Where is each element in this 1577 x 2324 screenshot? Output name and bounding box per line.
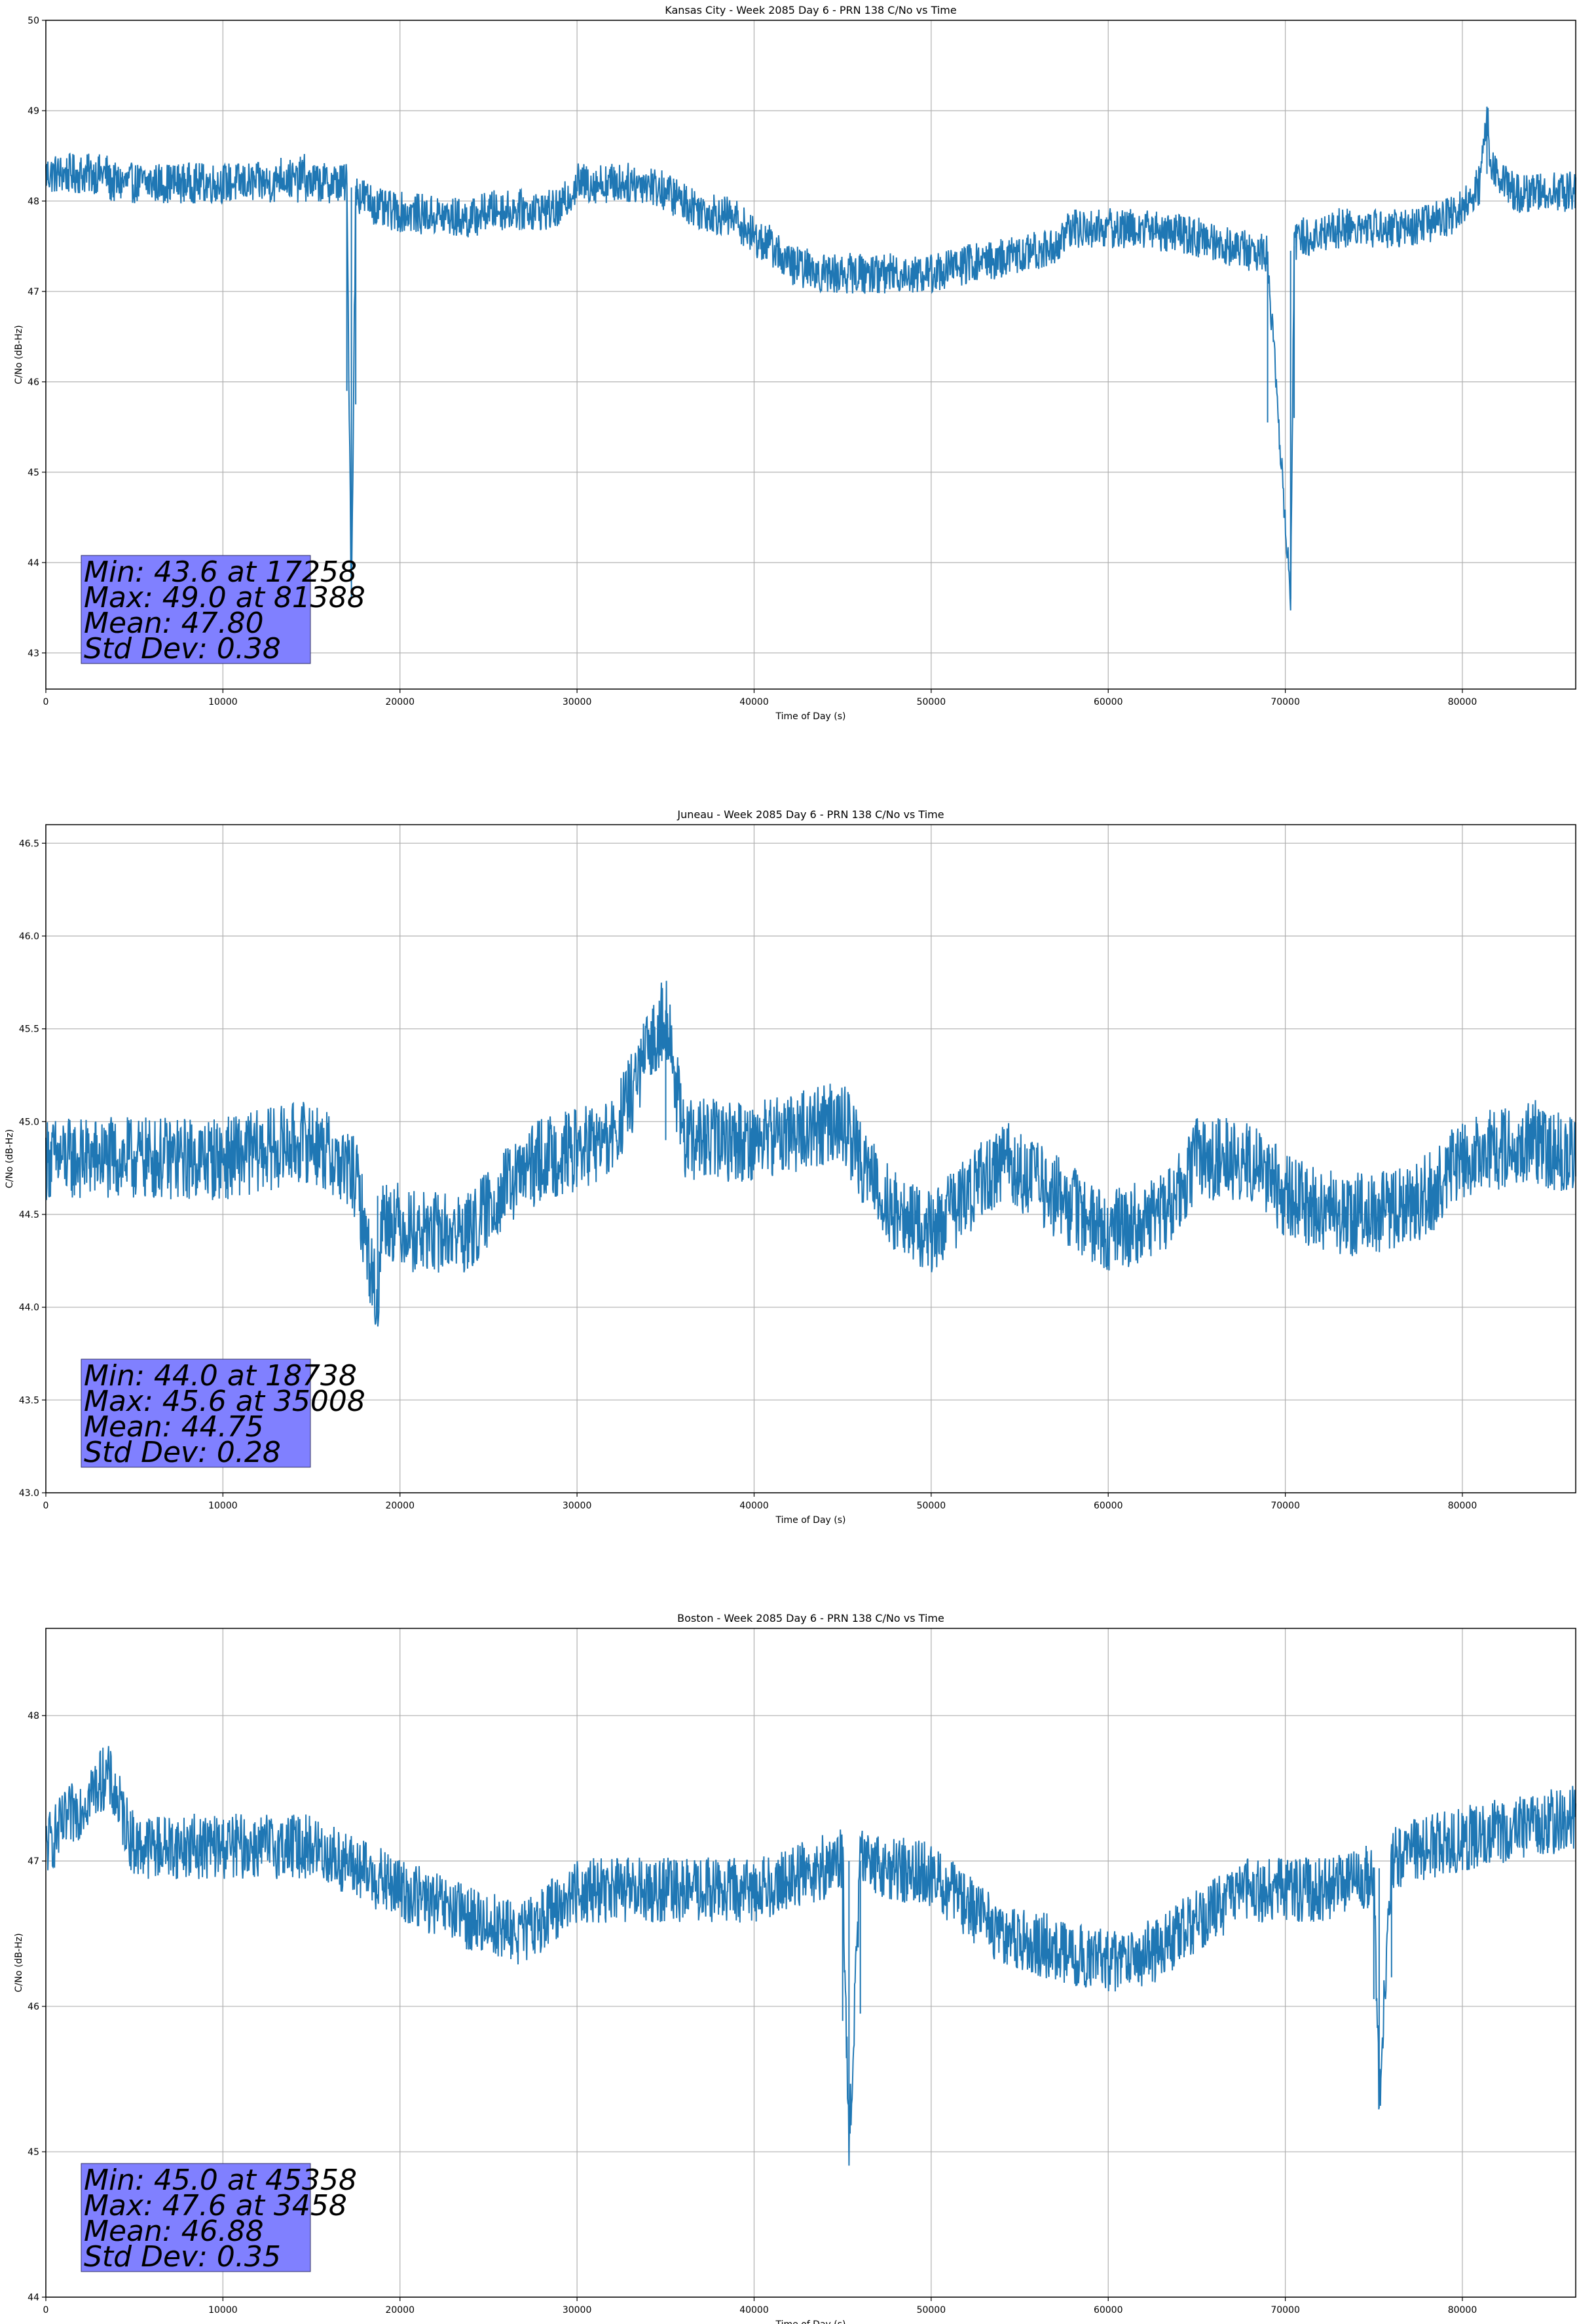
- x-axis-label: Time of Day (s): [775, 2319, 846, 2324]
- stats-box-background: [81, 2163, 311, 2272]
- x-axis-label: Time of Day (s): [775, 1515, 846, 1526]
- chart-panel-3: Boston - Week 2085 Day 6 - PRN 138 C/No …: [14, 1612, 1576, 2324]
- y-tick-label: 43: [28, 648, 39, 659]
- chart-panel-2: Juneau - Week 2085 Day 6 - PRN 138 C/No …: [5, 808, 1576, 1526]
- x-tick-label: 10000: [208, 1501, 238, 1511]
- x-tick-label: 0: [43, 1501, 49, 1511]
- y-tick-label: 45.0: [19, 1117, 39, 1127]
- x-tick-label: 50000: [917, 2305, 946, 2315]
- stats-line: Min: 45.0 at 45358: [84, 2164, 357, 2197]
- stats-box-background: [81, 1359, 311, 1468]
- chart-title: Kansas City - Week 2085 Day 6 - PRN 138 …: [665, 4, 956, 16]
- stats-line: Mean: 47.80: [84, 607, 264, 640]
- stats-line: Mean: 44.75: [84, 1410, 264, 1444]
- y-tick-label: 48: [28, 1711, 39, 1721]
- stats-line: Max: 49.0 at 81388: [84, 581, 365, 614]
- x-tick-label: 10000: [208, 697, 238, 707]
- x-axis-label: Time of Day (s): [775, 711, 846, 722]
- y-tick-label: 50: [28, 16, 39, 26]
- y-tick-label: 43.5: [19, 1395, 39, 1406]
- chart-title: Boston - Week 2085 Day 6 - PRN 138 C/No …: [677, 1612, 944, 1624]
- x-tick-label: 20000: [385, 2305, 415, 2315]
- x-tick-label: 80000: [1448, 1501, 1477, 1511]
- x-tick-label: 60000: [1094, 1501, 1123, 1511]
- stats-line: Std Dev: 0.38: [84, 632, 281, 665]
- y-tick-label: 46.5: [19, 838, 39, 849]
- series-line: [45, 106, 1576, 610]
- stats-line: Max: 45.6 at 35008: [84, 1385, 365, 1418]
- y-tick-label: 44.5: [19, 1210, 39, 1220]
- y-tick-label: 46: [28, 2002, 39, 2012]
- y-tick-label: 44: [28, 2293, 39, 2303]
- x-tick-label: 70000: [1271, 1501, 1300, 1511]
- stats-line: Min: 43.6 at 17258: [84, 555, 357, 589]
- y-axis-label: C/No (dB-Hz): [14, 325, 24, 384]
- stats-line: Max: 47.6 at 3458: [84, 2189, 347, 2222]
- x-tick-label: 40000: [739, 697, 769, 707]
- x-tick-label: 20000: [385, 1501, 415, 1511]
- x-tick-label: 80000: [1448, 2305, 1477, 2315]
- x-tick-label: 0: [43, 2305, 49, 2315]
- x-tick-label: 30000: [563, 1501, 592, 1511]
- y-tick-label: 45: [28, 2147, 39, 2158]
- y-tick-label: 43.0: [19, 1488, 39, 1499]
- x-tick-label: 50000: [917, 697, 946, 707]
- chart-panel-1: Kansas City - Week 2085 Day 6 - PRN 138 …: [14, 4, 1576, 722]
- y-tick-label: 48: [28, 197, 39, 207]
- series-line: [45, 981, 1576, 1327]
- y-tick-label: 44.0: [19, 1303, 39, 1313]
- y-tick-label: 46.0: [19, 931, 39, 942]
- y-tick-label: 45: [28, 468, 39, 478]
- y-axis-label: C/No (dB-Hz): [14, 1933, 24, 1992]
- x-tick-label: 40000: [739, 1501, 769, 1511]
- y-tick-label: 47: [28, 1856, 39, 1867]
- y-tick-label: 46: [28, 377, 39, 388]
- y-tick-label: 44: [28, 558, 39, 569]
- stats-line: Min: 44.0 at 18738: [84, 1359, 357, 1393]
- x-tick-label: 20000: [385, 697, 415, 707]
- y-tick-label: 47: [28, 287, 39, 297]
- x-tick-label: 50000: [917, 1501, 946, 1511]
- stats-line: Std Dev: 0.35: [84, 2240, 281, 2274]
- stats-box-background: [81, 555, 311, 664]
- axes-frame: [45, 824, 1576, 1493]
- x-tick-label: 60000: [1094, 2305, 1123, 2315]
- x-tick-label: 70000: [1271, 697, 1300, 707]
- axes-frame: [45, 1628, 1576, 2298]
- stats-line: Std Dev: 0.28: [84, 1436, 281, 1469]
- x-tick-label: 0: [43, 697, 49, 707]
- stats-line: Mean: 46.88: [84, 2215, 264, 2248]
- axes-frame: [45, 20, 1576, 690]
- x-tick-label: 30000: [563, 2305, 592, 2315]
- x-tick-label: 30000: [563, 697, 592, 707]
- y-axis-label: C/No (dB-Hz): [5, 1129, 15, 1188]
- x-tick-label: 60000: [1094, 697, 1123, 707]
- y-tick-label: 45.5: [19, 1024, 39, 1035]
- x-tick-label: 40000: [739, 2305, 769, 2315]
- y-tick-label: 49: [28, 106, 39, 117]
- chart-title: Juneau - Week 2085 Day 6 - PRN 138 C/No …: [677, 808, 944, 821]
- x-tick-label: 70000: [1271, 2305, 1300, 2315]
- x-tick-label: 10000: [208, 2305, 238, 2315]
- series-line: [45, 1746, 1576, 2166]
- x-tick-label: 80000: [1448, 697, 1477, 707]
